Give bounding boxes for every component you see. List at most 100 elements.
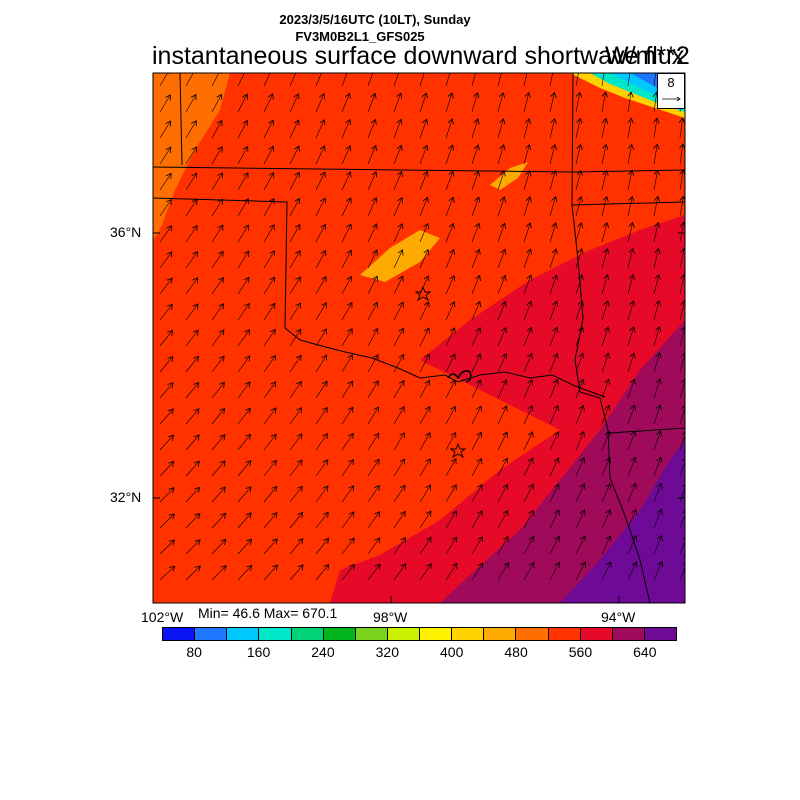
wind-vector	[523, 275, 531, 295]
wind-vector	[445, 459, 456, 477]
wind-vector	[315, 120, 324, 139]
wind-vector	[497, 302, 506, 321]
wind-vector	[497, 354, 506, 373]
wind-vector	[237, 120, 248, 139]
wind-vector	[315, 408, 327, 425]
wind-vector	[419, 224, 428, 243]
wind-vector	[263, 225, 274, 243]
wind-vector	[263, 251, 274, 269]
wind-vector	[263, 565, 277, 581]
wind-vector	[315, 434, 328, 451]
flux-band-680	[560, 440, 685, 603]
wind-vector	[237, 382, 250, 399]
wind-vector	[185, 278, 198, 295]
wind-vector	[367, 459, 379, 477]
wind-vector	[341, 120, 350, 139]
wind-vector	[497, 484, 508, 503]
wind-vector	[367, 433, 379, 451]
colorbar-tick-label: 480	[504, 644, 528, 660]
wind-vector	[523, 301, 531, 321]
colorbar-swatch	[259, 628, 292, 640]
lat-label: 36°N	[110, 224, 142, 240]
wind-vector	[185, 435, 199, 451]
colorbar-swatch	[355, 628, 388, 640]
flux-field	[153, 73, 685, 603]
min-max-label: Min= 46.6 Max= 670.1	[198, 605, 338, 621]
wind-vector	[445, 119, 452, 139]
state-boundary-ar-la-north	[609, 427, 685, 434]
wind-vector	[289, 94, 298, 113]
wind-vector	[341, 329, 352, 347]
wind-vector	[211, 513, 226, 529]
wind-vector	[393, 485, 405, 503]
wind-vector	[523, 484, 533, 503]
wind-vector	[471, 380, 481, 399]
wind-vector	[680, 196, 684, 217]
wind-vector	[601, 118, 606, 139]
wind-vector	[315, 277, 326, 295]
wind-vector	[601, 458, 610, 477]
wind-vector	[341, 407, 353, 425]
wind-vector	[367, 73, 374, 87]
colorbar-swatch	[452, 628, 485, 640]
wind-vector	[367, 564, 380, 581]
wind-vector	[627, 249, 633, 269]
wind-vector	[575, 92, 580, 113]
wind-vector	[185, 409, 199, 425]
wind-vector	[549, 93, 554, 113]
wind-vector	[419, 433, 430, 451]
wind-vector	[419, 564, 431, 581]
wind-vector	[159, 330, 173, 347]
wind-vector	[393, 381, 404, 399]
wind-vector	[575, 432, 584, 451]
wind-vector	[315, 460, 328, 477]
wind-vector	[367, 93, 375, 113]
station-markers	[414, 285, 467, 459]
wind-vector	[654, 144, 657, 165]
colorbar-tick-label: 560	[568, 644, 593, 660]
wind-vector	[289, 460, 302, 477]
wind-vector	[237, 330, 250, 347]
wind-vector	[549, 458, 559, 477]
wind-vector	[289, 329, 301, 347]
wind-vector	[523, 93, 529, 113]
wind-vector	[211, 409, 225, 425]
wind-vector	[185, 540, 200, 555]
wind-vector	[653, 536, 662, 555]
wind-vector	[315, 303, 326, 321]
wind-vector	[627, 405, 635, 425]
wind-vector	[471, 432, 481, 451]
colorbar-swatch	[580, 628, 613, 640]
wind-vector	[445, 433, 456, 451]
units-label: W/m**2	[605, 42, 690, 70]
lake-texoma	[447, 370, 472, 383]
wind-vector	[419, 93, 426, 113]
wind-vector	[497, 328, 506, 347]
wind-vector	[289, 382, 301, 399]
wind-vector	[445, 197, 453, 217]
wind-vector	[185, 147, 197, 165]
wind-vector	[289, 539, 303, 555]
wind-vector	[211, 278, 223, 295]
wind-vector	[601, 327, 608, 347]
wind-vector	[211, 121, 222, 139]
wind-vector	[289, 486, 302, 503]
wind-vector	[523, 145, 529, 165]
wind-vector	[445, 537, 457, 555]
wind-vector	[445, 145, 453, 165]
wind-vector	[471, 537, 482, 555]
wind-vector	[679, 327, 685, 347]
colorbar-swatch	[420, 628, 453, 640]
wind-vector	[341, 250, 351, 269]
wind-vector	[654, 92, 657, 113]
wind-vector	[419, 328, 429, 347]
wind-vector	[653, 196, 658, 217]
wind-vector	[471, 485, 482, 503]
wind-vector	[315, 146, 325, 165]
wind-vector	[653, 379, 660, 399]
colorbar-tick-label: 640	[633, 644, 657, 660]
wind-vector	[575, 145, 581, 165]
wind-vector	[185, 199, 197, 217]
wind-vector	[315, 251, 326, 269]
wind-vector	[445, 73, 451, 87]
